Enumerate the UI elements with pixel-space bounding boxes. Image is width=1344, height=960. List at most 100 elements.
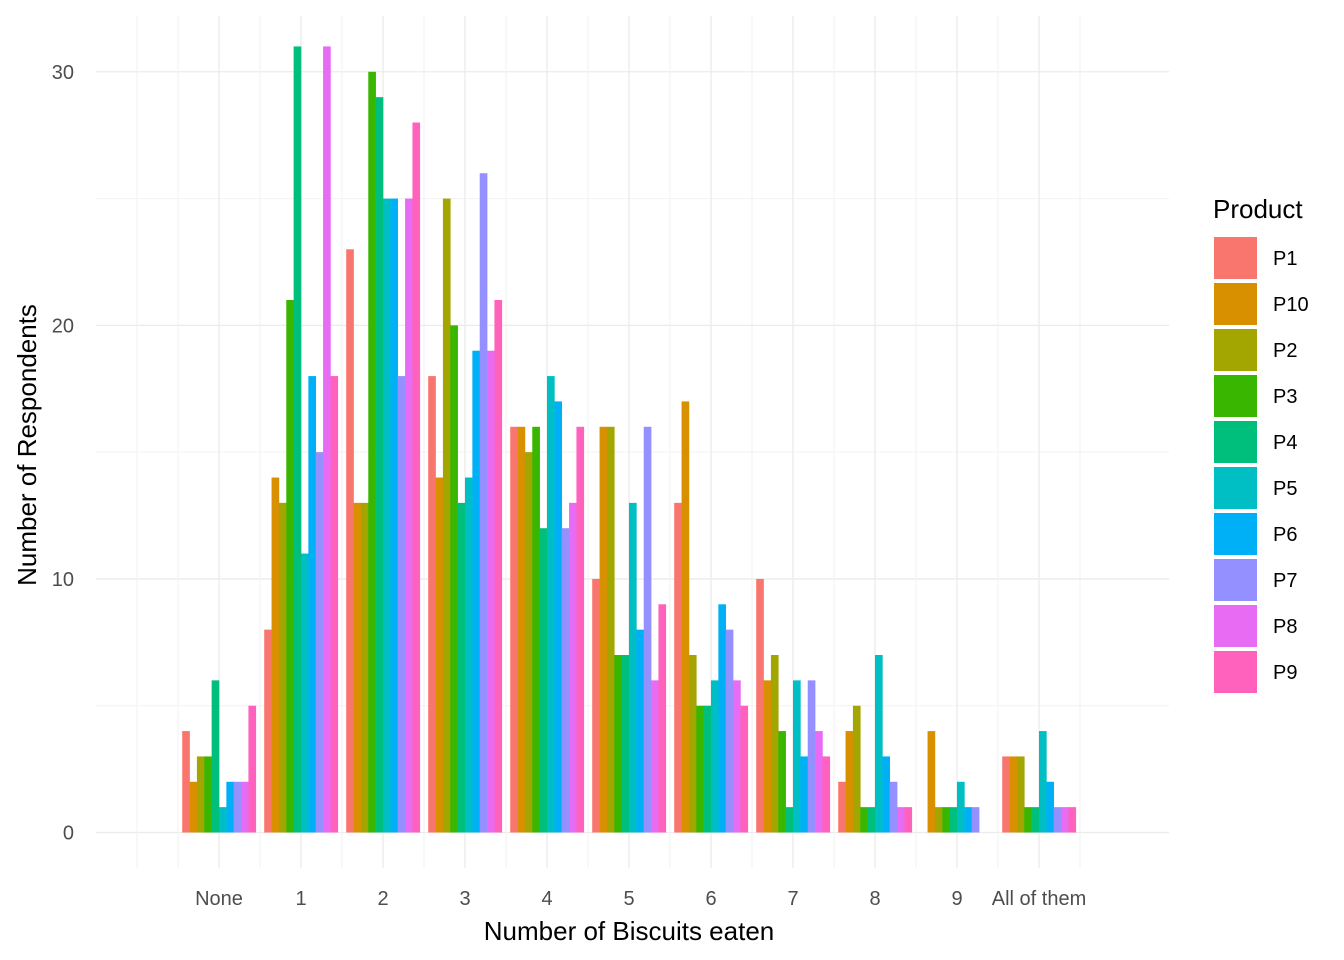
legend-key-p2 <box>1214 329 1257 371</box>
bar-p10-7 <box>681 401 690 833</box>
bar-p3-8 <box>778 731 786 833</box>
bar-p8-3 <box>405 198 413 833</box>
bar-p7-5 <box>561 528 570 833</box>
legend-title: Product <box>1213 194 1303 224</box>
legend-key-p5 <box>1214 467 1257 509</box>
y-tick-label: 30 <box>52 62 74 84</box>
bar-p7-11 <box>1053 807 1062 833</box>
bar-p2-2 <box>278 502 287 833</box>
legend-label-p6: P6 <box>1273 524 1297 546</box>
bars <box>182 46 1077 833</box>
bar-p7-8 <box>807 680 816 833</box>
bar-p1-1 <box>182 731 190 833</box>
bar-p3-9 <box>860 807 868 833</box>
bar-p1-3 <box>346 249 354 833</box>
legend-key-p10 <box>1214 283 1257 325</box>
bar-p4-3 <box>375 97 384 833</box>
x-tick-label: 7 <box>787 888 798 910</box>
bar-p7-9 <box>889 781 898 833</box>
bar-p10-8 <box>763 680 772 833</box>
x-tick-label: 4 <box>541 888 552 910</box>
legend-key-p1 <box>1214 237 1257 279</box>
legend-key-p8 <box>1214 605 1257 647</box>
bar-p9-2 <box>330 376 339 833</box>
bar-p5-11 <box>1039 731 1047 833</box>
x-axis-title: Number of Biscuits eaten <box>484 916 774 946</box>
x-tick-label: 2 <box>377 888 388 910</box>
bar-p5-5 <box>547 376 555 833</box>
bar-p10-2 <box>271 477 280 833</box>
x-tick-label: 8 <box>869 888 880 910</box>
x-tick-label: 3 <box>459 888 470 910</box>
legend-label-p2: P2 <box>1273 340 1297 362</box>
bar-p3-2 <box>286 300 294 833</box>
bar-p6-9 <box>882 756 891 833</box>
bar-p5-8 <box>793 680 801 833</box>
bar-p9-4 <box>494 300 503 833</box>
bar-p3-7 <box>696 705 704 833</box>
bar-p1-9 <box>838 781 846 833</box>
bar-p10-1 <box>189 781 198 833</box>
bar-p6-1 <box>226 781 235 833</box>
legend-key-p4 <box>1214 421 1257 463</box>
bar-p2-7 <box>688 655 697 833</box>
bar-p2-4 <box>442 198 451 833</box>
bar-p1-5 <box>510 426 518 833</box>
y-axis-title: Number of Respondents <box>12 304 42 586</box>
bar-p5-1 <box>219 807 227 833</box>
bar-p7-6 <box>643 426 652 833</box>
bar-p8-6 <box>651 680 659 833</box>
bar-p6-6 <box>636 629 645 833</box>
y-axis-ticks: 0 10 20 30 <box>52 62 74 845</box>
bar-p7-1 <box>233 781 242 833</box>
x-tick-label: 6 <box>705 888 716 910</box>
legend-key-p7 <box>1214 559 1257 601</box>
bar-p8-11 <box>1061 807 1069 833</box>
bar-p8-8 <box>815 731 823 833</box>
bar-p6-11 <box>1046 781 1055 833</box>
bar-p6-10 <box>964 807 973 833</box>
bar-p4-6 <box>621 655 630 833</box>
bar-p9-11 <box>1068 807 1077 833</box>
bar-p3-10 <box>942 807 950 833</box>
bar-p7-3 <box>397 376 406 833</box>
bar-p2-10 <box>934 807 943 833</box>
bar-p5-4 <box>465 477 473 833</box>
x-tick-label: 1 <box>295 888 306 910</box>
legend-key-p6 <box>1214 513 1257 555</box>
legend-label-p3: P3 <box>1273 386 1297 408</box>
legend-label-p9: P9 <box>1273 662 1297 684</box>
bar-p4-9 <box>867 807 876 833</box>
bar-p8-7 <box>733 680 741 833</box>
bar-p7-10 <box>971 807 980 833</box>
bar-p1-2 <box>264 629 272 833</box>
bar-p10-3 <box>353 502 362 833</box>
bar-p10-4 <box>435 477 444 833</box>
legend: Product P1 P10 P2 P3 P4 P5 P6 P7 P8 P9 <box>1213 194 1309 693</box>
bar-p8-2 <box>323 46 331 833</box>
bar-p4-11 <box>1031 807 1040 833</box>
bar-p4-10 <box>949 807 958 833</box>
legend-items: P1 P10 P2 P3 P4 P5 P6 P7 P8 P9 <box>1214 237 1309 693</box>
bar-p4-5 <box>539 528 548 833</box>
bar-p3-3 <box>368 71 376 833</box>
bar-p10-10 <box>927 731 936 833</box>
bar-p5-2 <box>301 553 309 833</box>
y-tick-label: 10 <box>52 569 74 591</box>
x-tick-label: All of them <box>992 888 1086 910</box>
legend-label-p8: P8 <box>1273 616 1297 638</box>
x-axis-ticks: None 1 2 3 4 5 6 7 8 9 All of them <box>195 888 1086 910</box>
bar-p1-6 <box>592 578 600 833</box>
bar-p8-9 <box>897 807 905 833</box>
bar-p9-7 <box>740 705 749 833</box>
legend-key-p9 <box>1214 651 1257 693</box>
bar-p7-4 <box>479 173 488 833</box>
bar-p3-4 <box>450 325 458 833</box>
bar-p4-4 <box>457 502 466 833</box>
bar-p5-10 <box>957 781 965 833</box>
bar-p8-4 <box>487 350 495 833</box>
bar-p3-11 <box>1024 807 1032 833</box>
bar-p6-4 <box>472 350 481 833</box>
bar-p4-2 <box>293 46 302 833</box>
